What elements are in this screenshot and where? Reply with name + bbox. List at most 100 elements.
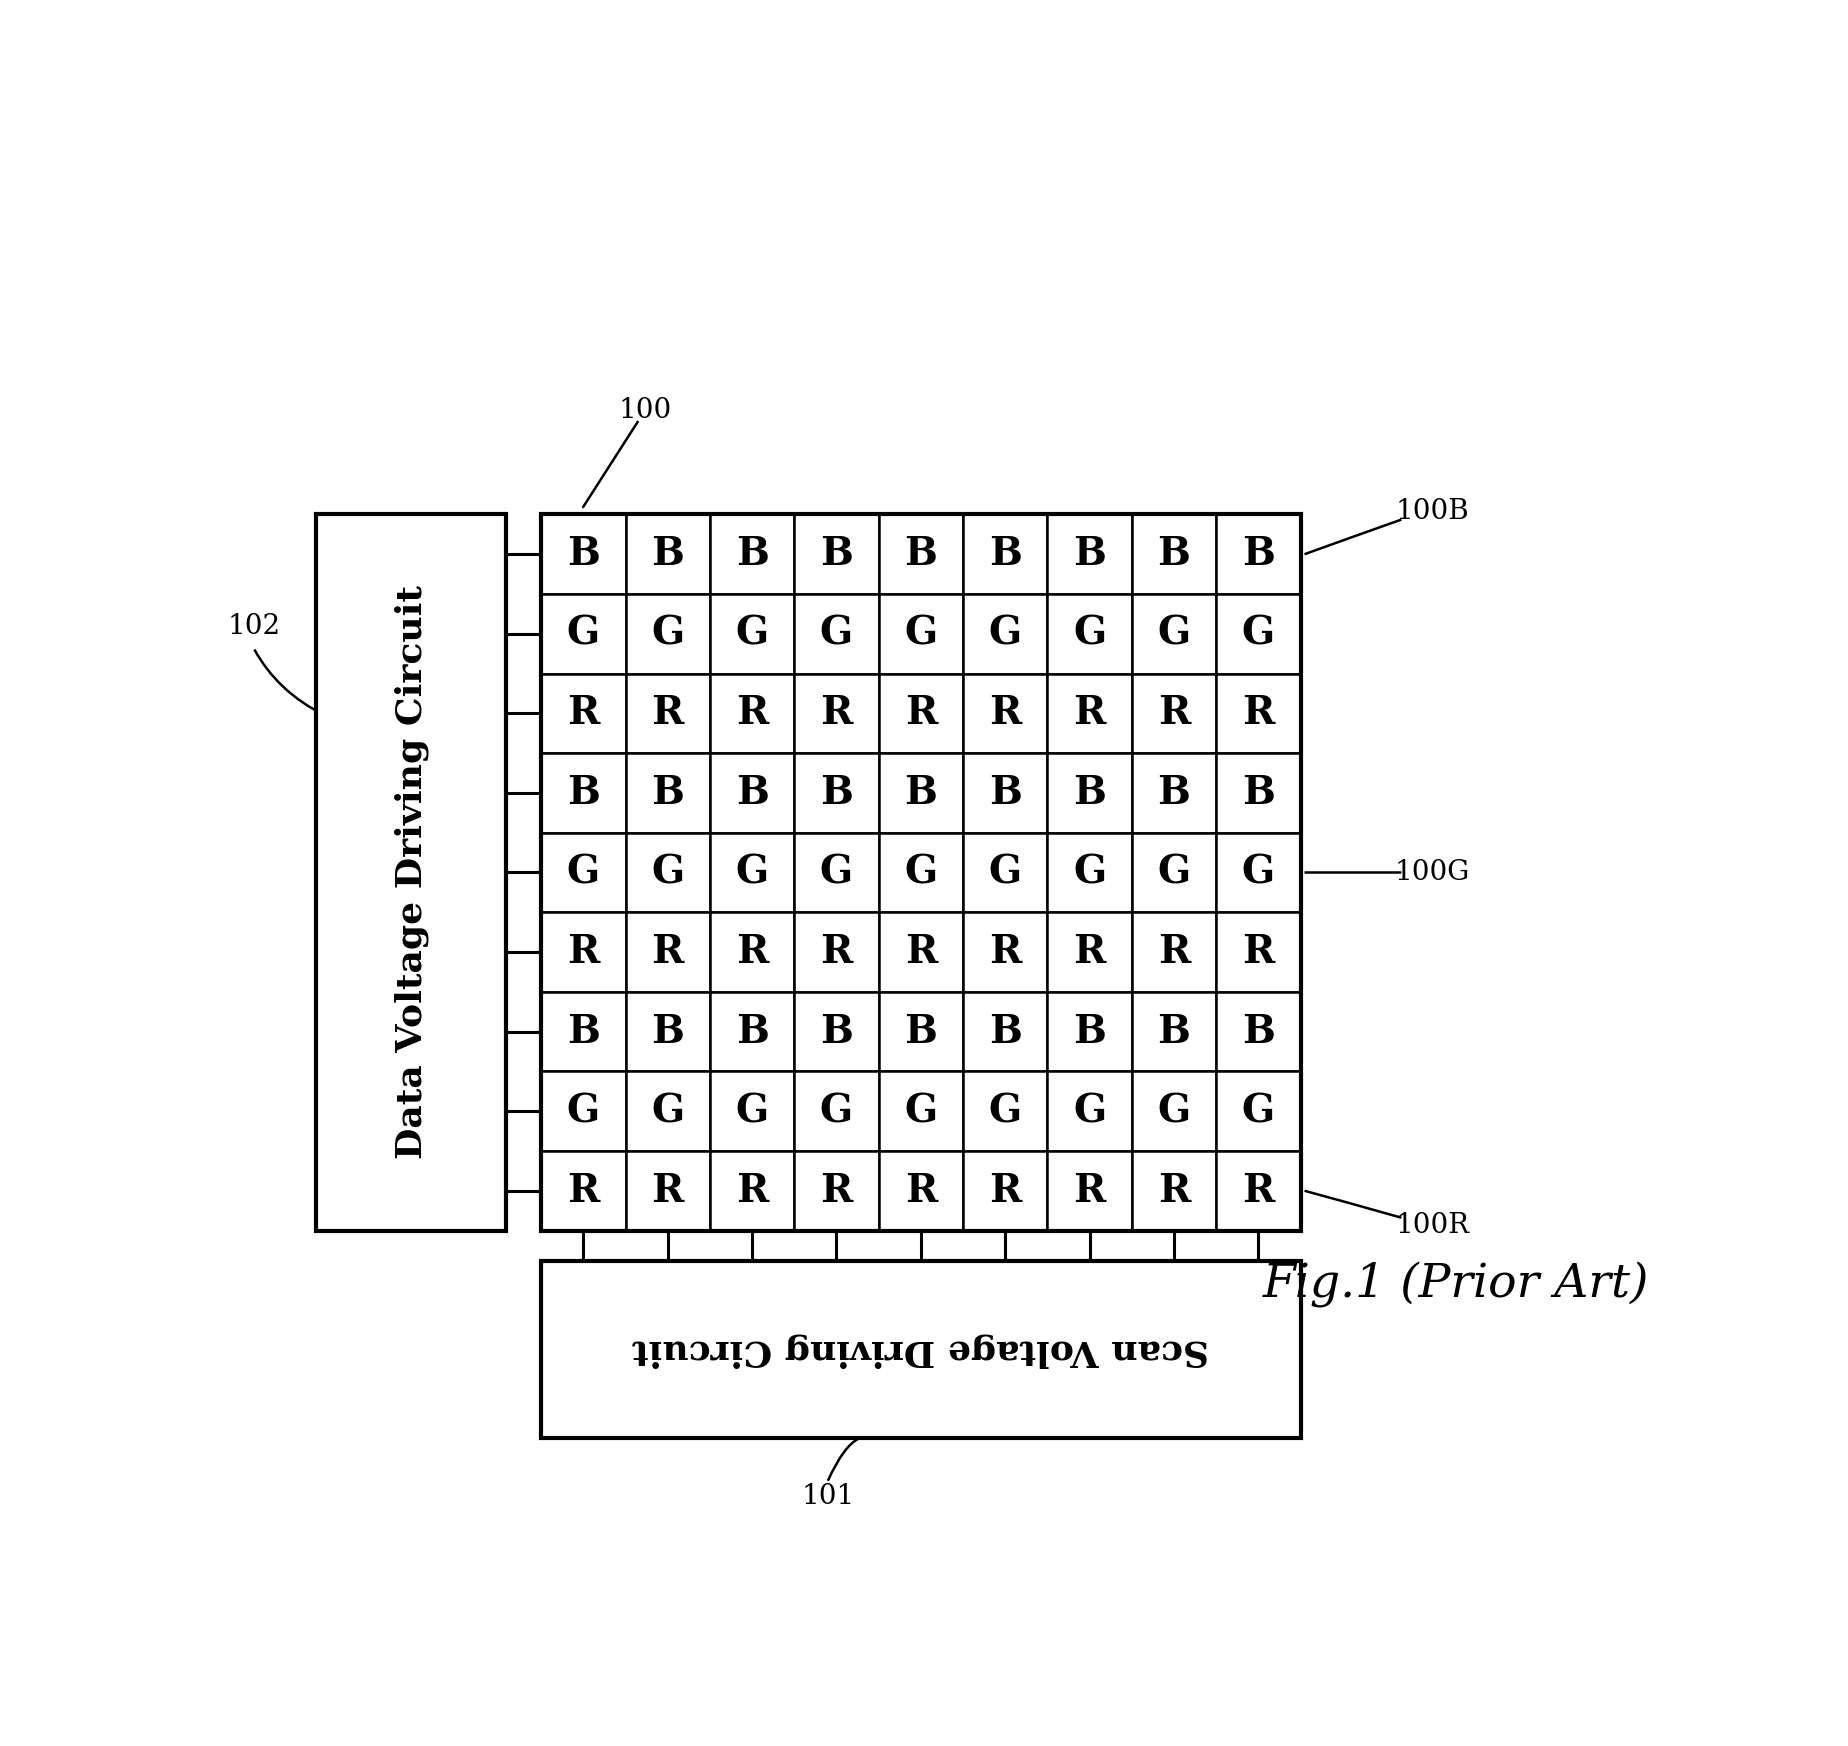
- Bar: [710, 674, 795, 753]
- Bar: [963, 515, 1046, 594]
- Bar: [541, 674, 625, 753]
- Bar: [541, 833, 625, 911]
- Text: G: G: [1242, 1093, 1275, 1130]
- Bar: [541, 1072, 625, 1151]
- Text: G: G: [1072, 1093, 1105, 1130]
- Text: R: R: [821, 695, 852, 732]
- Text: G: G: [565, 615, 599, 653]
- Bar: [1046, 753, 1131, 833]
- Text: R: R: [989, 932, 1020, 971]
- Text: G: G: [1242, 615, 1275, 653]
- Text: B: B: [989, 1013, 1022, 1051]
- Bar: [1046, 674, 1131, 753]
- Text: G: G: [650, 615, 684, 653]
- Text: G: G: [989, 1093, 1022, 1130]
- Text: R: R: [736, 932, 769, 971]
- Bar: [795, 992, 878, 1072]
- Text: G: G: [904, 1093, 937, 1130]
- Bar: [1131, 1151, 1216, 1231]
- Bar: [1131, 594, 1216, 674]
- Bar: [625, 515, 710, 594]
- Bar: [541, 911, 625, 992]
- Text: R: R: [1242, 695, 1273, 732]
- Text: R: R: [821, 1172, 852, 1210]
- Bar: [878, 674, 963, 753]
- Bar: [1046, 833, 1131, 911]
- Bar: [878, 753, 963, 833]
- Text: B: B: [904, 773, 937, 812]
- Text: G: G: [1072, 615, 1105, 653]
- Text: B: B: [650, 1013, 684, 1051]
- Bar: [963, 753, 1046, 833]
- Bar: [878, 594, 963, 674]
- Bar: [710, 1151, 795, 1231]
- Text: G: G: [565, 854, 599, 892]
- Text: G: G: [1242, 854, 1275, 892]
- Text: B: B: [1157, 773, 1190, 812]
- Text: R: R: [1242, 932, 1273, 971]
- Text: R: R: [904, 695, 937, 732]
- Text: B: B: [821, 536, 852, 573]
- Text: B: B: [1157, 1013, 1190, 1051]
- Text: R: R: [567, 1172, 599, 1210]
- Bar: [710, 753, 795, 833]
- Bar: [1216, 515, 1299, 594]
- Text: Scan Voltage Driving Circuit: Scan Voltage Driving Circuit: [632, 1332, 1209, 1367]
- Bar: [1131, 753, 1216, 833]
- Text: G: G: [1157, 615, 1190, 653]
- Bar: [1216, 1072, 1299, 1151]
- Text: B: B: [736, 1013, 769, 1051]
- Bar: [963, 1151, 1046, 1231]
- Bar: [1131, 1072, 1216, 1151]
- Text: B: B: [736, 773, 769, 812]
- Text: R: R: [989, 695, 1020, 732]
- Bar: [795, 833, 878, 911]
- Text: G: G: [650, 1093, 684, 1130]
- Text: G: G: [736, 854, 769, 892]
- Text: 100R: 100R: [1395, 1212, 1469, 1240]
- Bar: [625, 1151, 710, 1231]
- Text: B: B: [650, 536, 684, 573]
- Bar: [795, 1072, 878, 1151]
- Bar: [710, 515, 795, 594]
- Text: R: R: [567, 695, 599, 732]
- Text: G: G: [565, 1093, 599, 1130]
- Text: G: G: [736, 1093, 769, 1130]
- Bar: [625, 992, 710, 1072]
- Bar: [1131, 992, 1216, 1072]
- Bar: [963, 674, 1046, 753]
- Text: R: R: [650, 695, 684, 732]
- Text: B: B: [1072, 1013, 1105, 1051]
- Bar: [541, 992, 625, 1072]
- Bar: [1046, 515, 1131, 594]
- Text: 100G: 100G: [1393, 859, 1469, 885]
- Bar: [541, 594, 625, 674]
- Text: R: R: [1074, 1172, 1105, 1210]
- Bar: [316, 515, 506, 1231]
- Text: 102: 102: [227, 613, 281, 639]
- Text: 101: 101: [800, 1482, 854, 1510]
- Bar: [795, 911, 878, 992]
- Text: R: R: [567, 932, 599, 971]
- Bar: [710, 1072, 795, 1151]
- Text: G: G: [989, 854, 1022, 892]
- Text: R: R: [904, 932, 937, 971]
- Bar: [1216, 753, 1299, 833]
- Bar: [1046, 911, 1131, 992]
- Text: B: B: [989, 536, 1022, 573]
- Text: R: R: [650, 1172, 684, 1210]
- Text: B: B: [904, 1013, 937, 1051]
- Bar: [1046, 594, 1131, 674]
- Text: R: R: [1242, 1172, 1273, 1210]
- Text: B: B: [1072, 773, 1105, 812]
- Bar: [625, 911, 710, 992]
- Bar: [710, 992, 795, 1072]
- Text: B: B: [1157, 536, 1190, 573]
- Bar: [541, 515, 625, 594]
- Bar: [963, 992, 1046, 1072]
- Text: B: B: [904, 536, 937, 573]
- Text: B: B: [567, 1013, 599, 1051]
- Text: R: R: [904, 1172, 937, 1210]
- Text: B: B: [1242, 1013, 1273, 1051]
- Bar: [625, 594, 710, 674]
